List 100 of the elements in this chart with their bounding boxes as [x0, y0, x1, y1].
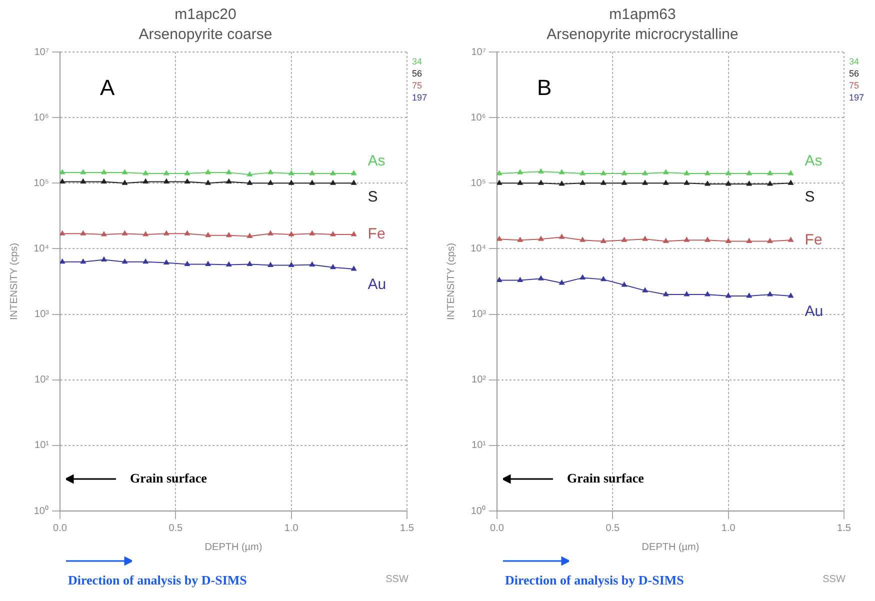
text: SSW: [822, 574, 846, 585]
point: [600, 180, 606, 185]
point: [538, 180, 544, 185]
point: [60, 258, 65, 264]
point: [330, 170, 336, 176]
point: [226, 262, 232, 266]
point: [184, 178, 190, 184]
point: [247, 261, 252, 266]
point: [684, 292, 690, 296]
point: [704, 181, 710, 186]
point: [788, 180, 794, 185]
point: [726, 238, 731, 243]
point: [517, 237, 523, 242]
point: [309, 170, 315, 176]
point: [746, 238, 752, 243]
point: [684, 180, 690, 185]
point: [538, 276, 544, 280]
point: [684, 170, 690, 176]
annotation: A: [100, 75, 115, 100]
point: [60, 230, 65, 236]
point: [704, 170, 710, 176]
point: [559, 280, 564, 285]
y-tick-label: 10¹: [472, 440, 487, 452]
point: [580, 274, 586, 280]
point: [226, 178, 232, 184]
annotation: Grain surface: [567, 470, 644, 486]
point: [122, 180, 128, 185]
point: [80, 178, 86, 184]
text: 75: [849, 80, 860, 90]
point: [122, 258, 128, 264]
point: [746, 181, 752, 186]
point: [288, 180, 294, 185]
chart-title: m1apc20: [174, 6, 236, 24]
text: 34: [849, 56, 860, 66]
series-label: Fe: [368, 226, 386, 243]
point: [663, 238, 669, 243]
point: [268, 262, 274, 267]
text: Direction of analysis by D-SIMS: [68, 572, 247, 588]
point: [247, 172, 252, 176]
point: [60, 170, 65, 174]
y-tick-label: 10²: [472, 374, 487, 386]
chart-subtitle: Arsenopyrite coarse: [138, 26, 272, 44]
point: [164, 178, 170, 184]
x-tick-label: 0.5: [606, 522, 620, 534]
point: [268, 230, 274, 236]
point: [205, 261, 211, 266]
point: [330, 231, 336, 236]
point: [122, 170, 128, 174]
chart-title: m1apm63: [609, 6, 676, 24]
text: 56: [412, 68, 422, 78]
point: [164, 260, 170, 265]
point: [642, 180, 648, 185]
point: [580, 170, 586, 176]
x-tick-label: 0.0: [53, 522, 68, 534]
point: [205, 232, 211, 238]
point: [663, 170, 669, 174]
point: [746, 293, 752, 298]
point: [247, 233, 252, 238]
series-label: Fe: [804, 231, 822, 248]
series-label: Au: [804, 303, 824, 320]
point: [600, 238, 606, 243]
point: [142, 231, 148, 236]
text: Direction of analysis by D-SIMS: [505, 572, 684, 588]
point: [663, 292, 669, 296]
point: [330, 180, 336, 185]
point: [622, 237, 627, 242]
y-axis-title: INTENSITY (cps): [8, 242, 20, 320]
point: [184, 170, 190, 176]
point: [788, 237, 794, 242]
y-tick-label: 10⁷: [471, 46, 486, 58]
point: [559, 181, 564, 186]
point: [622, 180, 627, 185]
x-axis-title: DEPTH (µm): [642, 542, 700, 553]
point: [788, 293, 794, 298]
series-label: As: [804, 152, 822, 170]
point: [205, 170, 211, 174]
point: [767, 170, 773, 176]
text: 197: [412, 92, 428, 102]
point: [704, 237, 710, 242]
point: [309, 230, 315, 236]
point: [559, 234, 564, 239]
y-tick-label: 10⁶: [470, 112, 486, 124]
point: [559, 170, 564, 174]
text: SSW: [386, 574, 409, 585]
series-label: S: [804, 188, 815, 206]
point: [517, 277, 523, 282]
point: [142, 178, 148, 184]
text: 56: [849, 68, 860, 78]
point: [142, 170, 148, 176]
point: [351, 266, 356, 271]
point: [663, 180, 669, 185]
text: 34: [412, 56, 422, 66]
text: 75: [412, 80, 422, 90]
point: [642, 236, 648, 241]
point: [101, 231, 107, 236]
series-label: Au: [368, 276, 386, 294]
x-axis-title: DEPTH (µm): [204, 542, 262, 553]
point: [642, 170, 648, 176]
point: [101, 178, 107, 184]
point: [726, 181, 731, 186]
